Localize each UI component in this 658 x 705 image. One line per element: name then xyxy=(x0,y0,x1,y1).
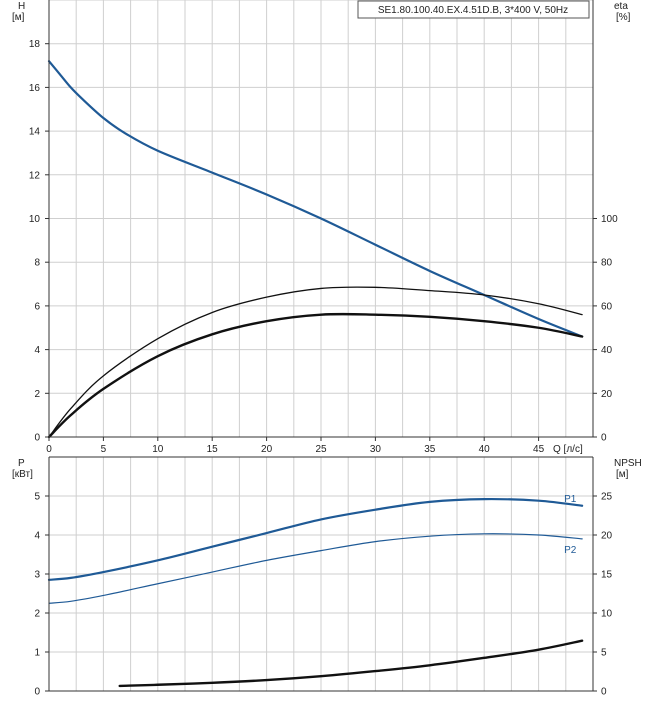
left-axis-title-top: [м] xyxy=(12,12,25,23)
y-tick-label-bottom: 5 xyxy=(34,492,40,503)
y-tick-label-top: 0 xyxy=(34,433,40,444)
y-tick-label-bottom: 4 xyxy=(34,531,40,542)
x-tick-label: 45 xyxy=(533,444,545,455)
y-tick-label-bottom: 0 xyxy=(34,687,40,698)
y2-tick-label-top: 20 xyxy=(601,389,613,400)
x-axis-label: Q [л/с] xyxy=(553,444,583,455)
series-line-p1 xyxy=(47,497,584,581)
x-tick-label: 40 xyxy=(479,444,491,455)
y-tick-label-top: 10 xyxy=(29,214,41,225)
left-axis-title-bottom: P xyxy=(18,458,25,469)
y2-tick-label-top: 40 xyxy=(601,345,613,356)
x-tick-label: 20 xyxy=(261,444,273,455)
series-line-top-1 xyxy=(48,286,583,438)
right-axis-title-top: [%] xyxy=(616,12,631,23)
series-line-top-0 xyxy=(47,60,584,338)
x-tick-label: 0 xyxy=(46,444,52,455)
left-axis-title-top: H xyxy=(18,1,25,12)
x-tick-label: 15 xyxy=(207,444,219,455)
y2-tick-label-top: 100 xyxy=(601,214,618,225)
y2-tick-label-bottom: 25 xyxy=(601,492,613,503)
x-tick-label: 30 xyxy=(370,444,382,455)
y-tick-label-top: 14 xyxy=(29,127,41,138)
x-tick-label: 25 xyxy=(315,444,327,455)
right-axis-title-top: eta xyxy=(614,1,628,12)
x-tick-label: 10 xyxy=(152,444,164,455)
x-tick-label: 5 xyxy=(101,444,107,455)
y2-tick-label-bottom: 10 xyxy=(601,609,613,620)
y-tick-label-top: 2 xyxy=(34,389,40,400)
y2-tick-label-top: 60 xyxy=(601,301,613,312)
chart-title-box: SE1.80.100.40.EX.4.51D.B, 3*400 V, 50Hz xyxy=(357,0,590,19)
left-axis-title-bottom: [кВт] xyxy=(12,469,33,480)
y-tick-label-top: 6 xyxy=(34,301,40,312)
right-axis-title-bottom: [м] xyxy=(616,469,629,480)
y-tick-label-top: 8 xyxy=(34,258,40,269)
series-line-p2 xyxy=(48,533,583,604)
y-tick-label-bottom: 3 xyxy=(34,570,40,581)
y-tick-label-top: 16 xyxy=(29,83,41,94)
y2-tick-label-bottom: 5 xyxy=(601,648,607,659)
y2-tick-label-top: 80 xyxy=(601,258,613,269)
y-tick-label-bottom: 1 xyxy=(34,648,40,659)
y-tick-label-top: 4 xyxy=(34,345,40,356)
y-tick-label-top: 18 xyxy=(29,39,41,50)
series-line-top-2 xyxy=(47,312,584,439)
y2-tick-label-bottom: 15 xyxy=(601,570,613,581)
y2-tick-label-top: 0 xyxy=(601,433,607,444)
y-tick-label-top: 12 xyxy=(29,170,41,181)
chart-title: SE1.80.100.40.EX.4.51D.B, 3*400 V, 50Hz xyxy=(378,5,568,16)
x-tick-label: 35 xyxy=(424,444,436,455)
right-axis-title-bottom: NPSH xyxy=(614,458,642,469)
series-label-p2: P2 xyxy=(564,545,577,556)
series-line-bottom-2 xyxy=(118,639,584,688)
y2-tick-label-bottom: 0 xyxy=(601,687,607,698)
y-tick-label-bottom: 2 xyxy=(34,609,40,620)
y2-tick-label-bottom: 20 xyxy=(601,531,613,542)
series-label-p1: P1 xyxy=(564,494,577,505)
